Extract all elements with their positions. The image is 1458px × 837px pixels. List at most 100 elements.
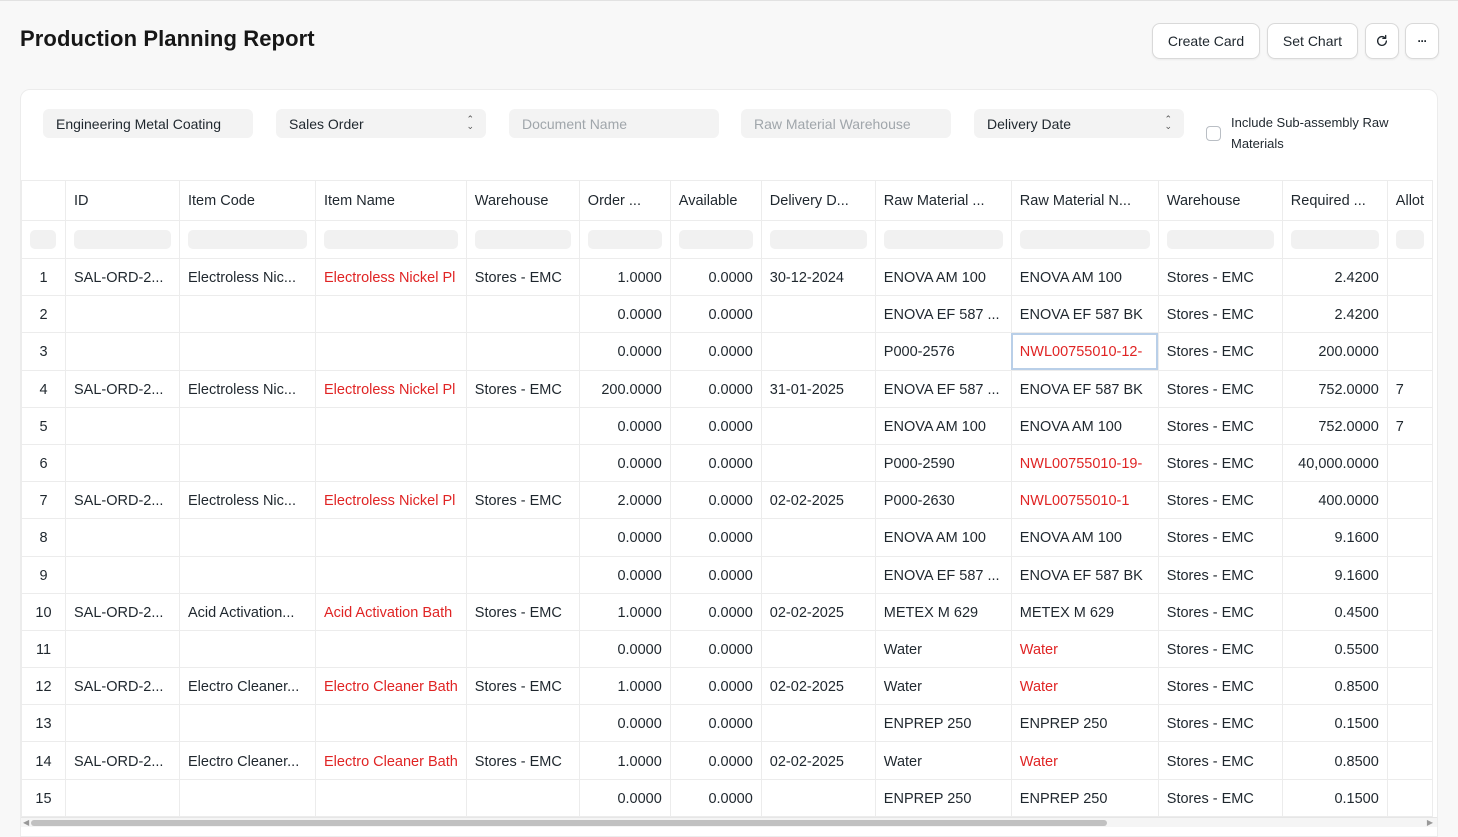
company-filter[interactable]: Engineering Metal Coating xyxy=(43,109,253,138)
cell-item-name[interactable] xyxy=(315,443,467,483)
cell-required[interactable]: 9.1600 xyxy=(1281,518,1388,557)
cell-warehouse[interactable]: Stores - EMC xyxy=(465,369,580,408)
cell-order-qty[interactable]: 1.0000 xyxy=(578,741,671,780)
cell-id[interactable] xyxy=(65,704,180,743)
cell-required[interactable]: 2.4200 xyxy=(1281,295,1388,334)
column-header[interactable]: Item Code xyxy=(179,180,316,221)
cell-warehouse[interactable] xyxy=(465,406,580,445)
cell-available[interactable]: 0.0000 xyxy=(669,257,762,297)
cell-item-code[interactable]: Electro Cleaner... xyxy=(179,667,316,706)
cell-id[interactable]: SAL-ORD-2... xyxy=(65,257,180,297)
cell-rm-wh[interactable]: Stores - EMC xyxy=(1157,518,1283,557)
cell-item-name[interactable]: Electro Cleaner Bath xyxy=(315,667,467,706)
cell-warehouse[interactable] xyxy=(465,778,580,817)
cell-order-qty[interactable]: 0.0000 xyxy=(578,518,671,557)
cell-item-code[interactable]: Electroless Nic... xyxy=(179,481,316,520)
cell-delivery[interactable] xyxy=(760,332,876,371)
cell-required[interactable]: 752.0000 xyxy=(1281,369,1388,408)
cell-rm-name[interactable]: ENOVA EF 587 BK xyxy=(1010,369,1159,408)
cell-order-qty[interactable]: 0.0000 xyxy=(578,332,671,371)
column-filter-input[interactable] xyxy=(883,230,1003,249)
column-header[interactable]: Allot xyxy=(1386,180,1434,221)
raw-material-warehouse-input[interactable]: Raw Material Warehouse xyxy=(741,109,951,138)
column-filter-input[interactable] xyxy=(188,230,307,249)
cell-delivery[interactable] xyxy=(760,295,876,334)
cell-order-qty[interactable]: 0.0000 xyxy=(578,778,671,817)
cell-rm-wh[interactable]: Stores - EMC xyxy=(1157,443,1283,483)
cell-rm-name[interactable]: Water xyxy=(1010,629,1159,669)
cell-rm-code[interactable]: ENPREP 250 xyxy=(874,778,1012,817)
cell-rm-wh[interactable]: Stores - EMC xyxy=(1157,369,1283,408)
column-filter-input[interactable] xyxy=(30,230,56,249)
cell-warehouse[interactable] xyxy=(465,518,580,557)
cell-delivery[interactable]: 02-02-2025 xyxy=(760,481,876,520)
cell-rm-name[interactable]: METEX M 629 xyxy=(1010,592,1159,631)
cell-rm-code[interactable]: ENOVA EF 587 ... xyxy=(874,369,1012,408)
cell-order-qty[interactable]: 0.0000 xyxy=(578,406,671,445)
cell-order-qty[interactable]: 2.0000 xyxy=(578,481,671,520)
cell-id[interactable] xyxy=(65,778,180,817)
cell-required[interactable]: 0.8500 xyxy=(1281,667,1388,706)
cell-warehouse[interactable]: Stores - EMC xyxy=(465,257,580,297)
cell-available[interactable]: 0.0000 xyxy=(669,443,762,483)
cell-available[interactable]: 0.0000 xyxy=(669,629,762,669)
cell-allot[interactable]: 7 xyxy=(1386,369,1434,408)
cell-order-qty[interactable]: 0.0000 xyxy=(578,704,671,743)
cell-item-name[interactable] xyxy=(315,332,467,371)
cell-rm-name[interactable]: ENOVA AM 100 xyxy=(1010,518,1159,557)
cell-rm-wh[interactable]: Stores - EMC xyxy=(1157,257,1283,297)
cell-item-code[interactable] xyxy=(179,704,316,743)
more-actions-button[interactable]: ··· xyxy=(1405,23,1439,59)
cell-rm-name[interactable]: ENPREP 250 xyxy=(1010,778,1159,817)
cell-allot[interactable] xyxy=(1386,295,1434,334)
cell-rm-code[interactable]: ENOVA EF 587 ... xyxy=(874,555,1012,594)
cell-order-qty[interactable]: 0.0000 xyxy=(578,443,671,483)
cell-warehouse[interactable]: Stores - EMC xyxy=(465,667,580,706)
cell-rm-wh[interactable]: Stores - EMC xyxy=(1157,481,1283,520)
column-header[interactable]: Warehouse xyxy=(1157,180,1283,221)
create-card-button[interactable]: Create Card xyxy=(1152,23,1260,59)
cell-id[interactable]: SAL-ORD-2... xyxy=(65,667,180,706)
cell-id[interactable]: SAL-ORD-2... xyxy=(65,481,180,520)
cell-order-qty[interactable]: 0.0000 xyxy=(578,629,671,669)
cell-order-qty[interactable]: 1.0000 xyxy=(578,592,671,631)
cell-warehouse[interactable] xyxy=(465,295,580,334)
cell-rm-wh[interactable]: Stores - EMC xyxy=(1157,778,1283,817)
column-filter-input[interactable] xyxy=(678,230,753,249)
cell-rm-wh[interactable]: Stores - EMC xyxy=(1157,332,1283,371)
column-header[interactable]: Order ... xyxy=(578,180,671,221)
cell-id[interactable] xyxy=(65,518,180,557)
cell-required[interactable]: 0.5500 xyxy=(1281,629,1388,669)
refresh-button[interactable] xyxy=(1365,23,1399,59)
cell-item-name[interactable] xyxy=(315,295,467,334)
cell-available[interactable]: 0.0000 xyxy=(669,406,762,445)
cell-required[interactable]: 200.0000 xyxy=(1281,332,1388,371)
set-chart-button[interactable]: Set Chart xyxy=(1267,23,1358,59)
cell-warehouse[interactable]: Stores - EMC xyxy=(465,481,580,520)
cell-item-code[interactable]: Electroless Nic... xyxy=(179,257,316,297)
cell-item-code[interactable] xyxy=(179,406,316,445)
cell-id[interactable]: SAL-ORD-2... xyxy=(65,741,180,780)
cell-available[interactable]: 0.0000 xyxy=(669,592,762,631)
cell-item-code[interactable] xyxy=(179,332,316,371)
cell-rm-code[interactable]: ENOVA EF 587 ... xyxy=(874,295,1012,334)
based-on-select[interactable]: Sales Order ⌃ ⌄ xyxy=(276,109,486,138)
cell-delivery[interactable] xyxy=(760,518,876,557)
cell-rm-code[interactable]: ENOVA AM 100 xyxy=(874,406,1012,445)
cell-available[interactable]: 0.0000 xyxy=(669,481,762,520)
cell-item-code[interactable] xyxy=(179,295,316,334)
cell-warehouse[interactable] xyxy=(465,332,580,371)
cell-rm-wh[interactable]: Stores - EMC xyxy=(1157,629,1283,669)
cell-item-name[interactable]: Electro Cleaner Bath xyxy=(315,741,467,780)
cell-rm-code[interactable]: P000-2590 xyxy=(874,443,1012,483)
cell-available[interactable]: 0.0000 xyxy=(669,295,762,334)
cell-rm-name[interactable]: ENOVA EF 587 BK xyxy=(1010,295,1159,334)
cell-available[interactable]: 0.0000 xyxy=(669,778,762,817)
cell-rm-code[interactable]: P000-2630 xyxy=(874,481,1012,520)
cell-required[interactable]: 9.1600 xyxy=(1281,555,1388,594)
cell-rm-wh[interactable]: Stores - EMC xyxy=(1157,406,1283,445)
column-header[interactable]: Warehouse xyxy=(465,180,580,221)
cell-allot[interactable] xyxy=(1386,443,1434,483)
cell-rm-name[interactable]: Water xyxy=(1010,667,1159,706)
column-filter-input[interactable] xyxy=(74,230,171,249)
